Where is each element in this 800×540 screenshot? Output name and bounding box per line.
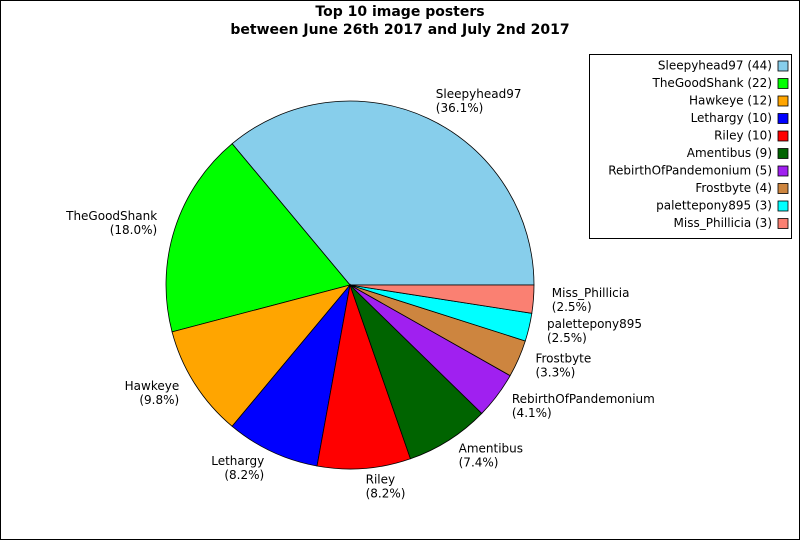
chart-subtitle: between June 26th 2017 and July 2nd 2017 (230, 22, 569, 38)
pie-slice (231, 283, 351, 467)
legend-swatch (777, 95, 789, 107)
pie-slice (349, 284, 535, 314)
slice-percent: (2.5%) (552, 300, 592, 314)
slice-label: Frostbyte (535, 352, 591, 366)
legend-swatch (777, 165, 789, 177)
slice-label: palettepony895 (547, 317, 642, 331)
legend-label: Frostbyte (4) (695, 181, 772, 195)
slice-label: TheGoodShank (65, 209, 157, 223)
legend-swatch (777, 78, 789, 89)
legend-label: RebirthOfPandemonium (5) (608, 164, 772, 178)
legend-label: Amentibus (9) (687, 146, 772, 160)
legend-label: Sleepyhead97 (44) (658, 59, 772, 73)
legend-swatch (777, 113, 789, 124)
legend-label: Riley (10) (714, 129, 772, 143)
slice-percent: (7.4%) (459, 455, 499, 469)
legend-label: TheGoodShank (22) (652, 76, 773, 90)
slice-label: Riley (366, 472, 396, 486)
slice-percent: (2.5%) (547, 331, 587, 345)
slice-label: Miss_Phillicia (552, 286, 630, 300)
slice-percent: (9.8%) (139, 393, 179, 407)
slice-percent: (8.2%) (224, 468, 264, 482)
legend-swatch (777, 200, 789, 212)
legend-label: Hawkeye (12) (689, 94, 772, 108)
chart-title: Top 10 image posters (315, 4, 484, 20)
legend-swatch (777, 218, 789, 229)
pie-slice (231, 100, 535, 286)
pie-slice (165, 143, 351, 333)
slice-percent: (18.0%) (110, 223, 157, 237)
legend-label: Lethargy (10) (691, 111, 772, 125)
legend-swatch (777, 130, 789, 142)
pie-slice (316, 283, 411, 470)
legend-box (589, 54, 792, 239)
slice-label: RebirthOfPandemonium (512, 392, 655, 406)
legend-swatch (777, 183, 789, 194)
slice-label: Sleepyhead97 (436, 87, 522, 101)
slice-label: Hawkeye (125, 379, 180, 393)
pie-slice (171, 284, 352, 427)
legend-label: palettepony895 (3) (656, 199, 772, 213)
legend-label: Miss_Phillicia (3) (674, 216, 772, 230)
legend-swatch (777, 60, 789, 72)
slice-label: Lethargy (211, 454, 264, 468)
slice-label: Amentibus (459, 441, 523, 455)
legend-swatch (777, 148, 789, 159)
slice-percent: (36.1%) (436, 101, 483, 115)
slice-percent: (8.2%) (366, 486, 406, 500)
slice-percent: (4.1%) (512, 406, 552, 420)
slice-percent: (3.3%) (535, 366, 575, 380)
